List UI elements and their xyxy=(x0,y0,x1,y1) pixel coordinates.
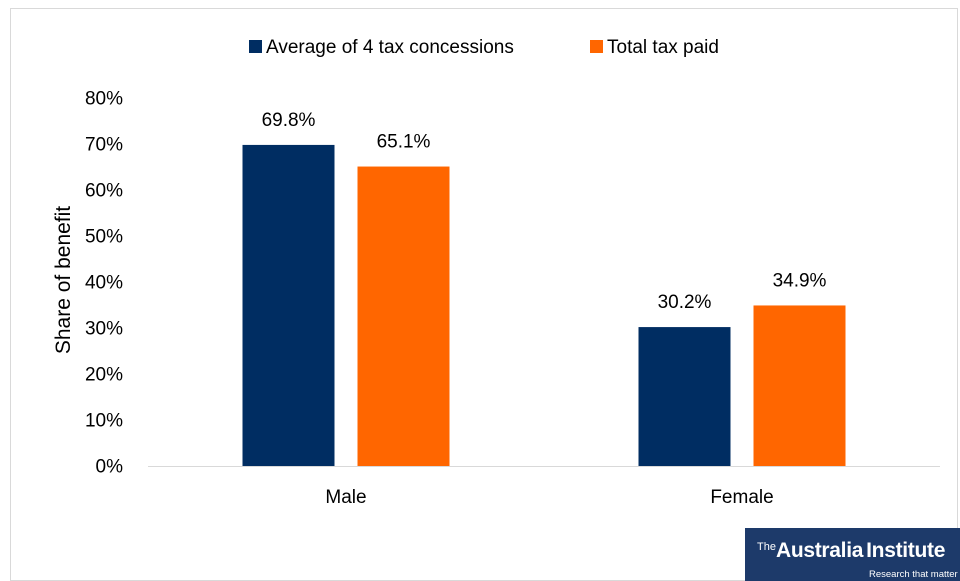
legend-item-total-tax-paid: Total tax paid xyxy=(590,37,719,58)
logo-background xyxy=(745,528,960,581)
legend-swatch-total-tax-paid xyxy=(590,40,603,53)
logo-name-part1: Australia xyxy=(776,539,864,562)
y-tick-label-0: 0% xyxy=(96,457,124,478)
y-tick-label-40: 40% xyxy=(85,273,123,294)
chart-frame xyxy=(10,8,958,581)
data-label-male-average-of-4-tax-concessions: 69.8% xyxy=(262,110,316,131)
bar-female-average-of-4-tax-concessions xyxy=(638,327,731,466)
y-tick-label-80: 80% xyxy=(85,89,123,110)
plot-area: 0% 10% 20% 30% 40% 50% 60% 70% 80% 69.8% 65.1% Male… xyxy=(85,89,940,508)
x-category-label-female: Female xyxy=(710,487,773,508)
logo-tagline: Research that matter xyxy=(869,569,958,580)
logo-wordmark: TheAustralia Institute xyxy=(757,539,945,562)
bar-male-average-of-4-tax-concessions xyxy=(242,144,335,467)
bar-male-total-tax-paid xyxy=(357,166,450,467)
logo-prefix: The xyxy=(757,541,776,553)
bar-female-total-tax-paid xyxy=(753,305,846,466)
legend-swatch-average-of-4-tax-concessions xyxy=(249,40,262,53)
legend-label-total-tax-paid: Total tax paid xyxy=(607,37,719,58)
y-tick-label-60: 60% xyxy=(85,181,123,202)
y-tick-label-70: 70% xyxy=(85,135,123,156)
logo-name-part2: Institute xyxy=(866,539,945,562)
data-label-female-average-of-4-tax-concessions: 30.2% xyxy=(658,292,712,313)
y-tick-label-50: 50% xyxy=(85,227,123,248)
y-tick-label-30: 30% xyxy=(85,319,123,340)
legend-item-average-of-4-tax-concessions: Average of 4 tax concessions xyxy=(249,37,514,58)
legend: Average of 4 tax concessions Total tax p… xyxy=(249,37,719,58)
legend-label-average-of-4-tax-concessions: Average of 4 tax concessions xyxy=(266,37,514,58)
y-axis-title: Share of benefit xyxy=(52,206,75,354)
x-category-label-male: Male xyxy=(325,487,366,508)
y-tick-label-20: 20% xyxy=(85,365,123,386)
data-label-male-total-tax-paid: 65.1% xyxy=(377,132,431,153)
y-tick-label-10: 10% xyxy=(85,411,123,432)
data-label-female-total-tax-paid: 34.9% xyxy=(773,270,827,291)
australia-institute-logo: TheAustralia Institute Research that matt… xyxy=(745,528,960,581)
